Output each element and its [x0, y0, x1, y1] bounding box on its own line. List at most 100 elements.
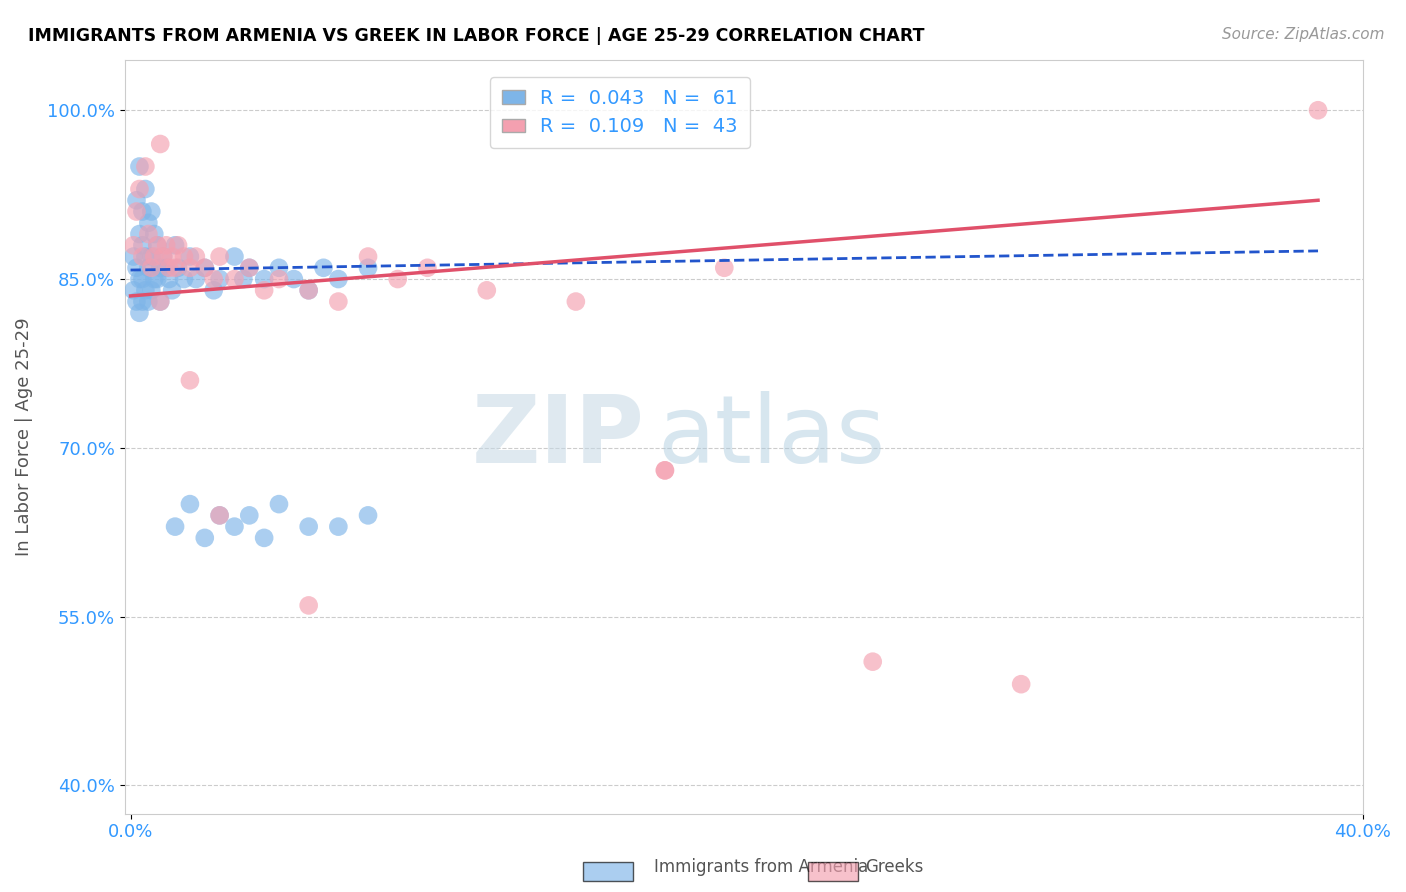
Immigrants from Armenia	[184, 272, 207, 286]
Immigrants from Armenia	[141, 283, 163, 297]
Greeks	[134, 160, 156, 174]
Immigrants from Armenia	[125, 294, 148, 309]
Immigrants from Armenia	[146, 272, 169, 286]
Immigrants from Armenia	[141, 250, 163, 264]
Immigrants from Armenia	[131, 238, 153, 252]
Greeks	[1306, 103, 1329, 118]
Greeks	[152, 250, 174, 264]
Greeks	[654, 463, 676, 477]
Legend: R =  0.043   N =  61, R =  0.109   N =  43: R = 0.043 N = 61, R = 0.109 N = 43	[489, 77, 749, 148]
Immigrants from Armenia	[131, 294, 153, 309]
Greeks	[179, 373, 201, 387]
Immigrants from Armenia	[208, 272, 231, 286]
Greeks	[131, 250, 153, 264]
Immigrants from Armenia	[179, 497, 201, 511]
Greeks	[128, 182, 150, 196]
Immigrants from Armenia	[131, 204, 153, 219]
Immigrants from Armenia	[202, 283, 225, 297]
Immigrants from Armenia	[138, 294, 160, 309]
Greeks	[146, 238, 169, 252]
Immigrants from Armenia	[194, 260, 217, 275]
Text: Greeks: Greeks	[865, 858, 924, 876]
Immigrants from Armenia	[232, 272, 254, 286]
Immigrants from Armenia	[173, 272, 195, 286]
Immigrants from Armenia	[253, 272, 276, 286]
Greeks	[253, 283, 276, 297]
Greeks	[416, 260, 439, 275]
Greeks	[141, 260, 163, 275]
Greeks	[475, 283, 498, 297]
Greeks	[328, 294, 350, 309]
Immigrants from Armenia	[128, 160, 150, 174]
Greeks	[138, 227, 160, 241]
Immigrants from Armenia	[134, 283, 156, 297]
Immigrants from Armenia	[157, 272, 180, 286]
Immigrants from Armenia	[238, 260, 260, 275]
Greeks	[298, 599, 321, 613]
Greeks	[165, 260, 187, 275]
Text: atlas: atlas	[657, 391, 886, 483]
Greeks	[143, 250, 166, 264]
Text: IMMIGRANTS FROM ARMENIA VS GREEK IN LABOR FORCE | AGE 25-29 CORRELATION CHART: IMMIGRANTS FROM ARMENIA VS GREEK IN LABO…	[28, 27, 925, 45]
Greeks	[167, 238, 190, 252]
Immigrants from Armenia	[134, 250, 156, 264]
Immigrants from Armenia	[155, 260, 177, 275]
Immigrants from Armenia	[312, 260, 335, 275]
Immigrants from Armenia	[224, 250, 246, 264]
Immigrants from Armenia	[328, 272, 350, 286]
Immigrants from Armenia	[131, 272, 153, 286]
Greeks	[122, 238, 145, 252]
Greeks	[149, 136, 172, 151]
Greeks	[267, 272, 290, 286]
Greeks	[208, 508, 231, 523]
Immigrants from Armenia	[167, 260, 190, 275]
Greeks	[238, 260, 260, 275]
Immigrants from Armenia	[122, 283, 145, 297]
Greeks	[155, 238, 177, 252]
Greeks	[179, 260, 201, 275]
Immigrants from Armenia	[194, 531, 217, 545]
Text: ZIP: ZIP	[471, 391, 644, 483]
Greeks	[173, 250, 195, 264]
Immigrants from Armenia	[143, 227, 166, 241]
Immigrants from Armenia	[138, 216, 160, 230]
Immigrants from Armenia	[357, 508, 380, 523]
Immigrants from Armenia	[298, 519, 321, 533]
Immigrants from Armenia	[165, 238, 187, 252]
Immigrants from Armenia	[165, 519, 187, 533]
Immigrants from Armenia	[238, 508, 260, 523]
Immigrants from Armenia	[128, 227, 150, 241]
Immigrants from Armenia	[128, 306, 150, 320]
Greeks	[149, 294, 172, 309]
Immigrants from Armenia	[253, 531, 276, 545]
Immigrants from Armenia	[143, 272, 166, 286]
Y-axis label: In Labor Force | Age 25-29: In Labor Force | Age 25-29	[15, 318, 32, 556]
Immigrants from Armenia	[160, 283, 183, 297]
Immigrants from Armenia	[122, 250, 145, 264]
Immigrants from Armenia	[141, 204, 163, 219]
Greeks	[298, 283, 321, 297]
Text: Source: ZipAtlas.com: Source: ZipAtlas.com	[1222, 27, 1385, 42]
Immigrants from Armenia	[125, 194, 148, 208]
Immigrants from Armenia	[138, 260, 160, 275]
Greeks	[224, 272, 246, 286]
Immigrants from Armenia	[152, 250, 174, 264]
Immigrants from Armenia	[146, 238, 169, 252]
Greeks	[862, 655, 884, 669]
Immigrants from Armenia	[125, 260, 148, 275]
Immigrants from Armenia	[208, 508, 231, 523]
Greeks	[208, 250, 231, 264]
Immigrants from Armenia	[283, 272, 305, 286]
Greeks	[357, 250, 380, 264]
Immigrants from Armenia	[267, 260, 290, 275]
Immigrants from Armenia	[328, 519, 350, 533]
Greeks	[194, 260, 217, 275]
Immigrants from Armenia	[298, 283, 321, 297]
Immigrants from Armenia	[267, 497, 290, 511]
Immigrants from Armenia	[134, 182, 156, 196]
Greeks	[125, 204, 148, 219]
Greeks	[160, 250, 183, 264]
Greeks	[654, 463, 676, 477]
Immigrants from Armenia	[357, 260, 380, 275]
Immigrants from Armenia	[179, 250, 201, 264]
